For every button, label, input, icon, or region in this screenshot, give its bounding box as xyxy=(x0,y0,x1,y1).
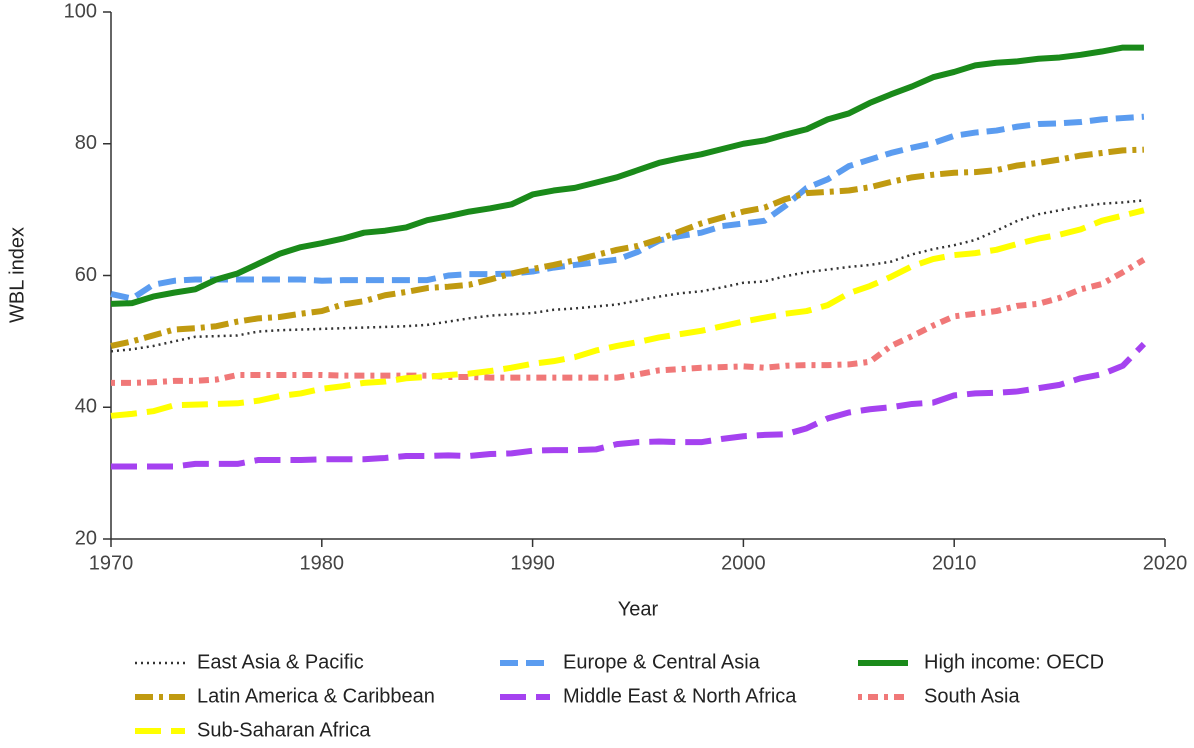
x-tick-label: 1970 xyxy=(89,552,134,574)
series-line xyxy=(110,207,1145,419)
y-tick-label: 60 xyxy=(75,264,97,286)
series-line xyxy=(110,113,1145,302)
legend-label: Middle East & North Africa xyxy=(563,685,797,707)
legend-label: Europe & Central Asia xyxy=(563,651,761,673)
legend-label: Sub-Saharan Africa xyxy=(197,719,371,741)
series-line xyxy=(110,199,1145,353)
series-line xyxy=(110,44,1144,307)
y-tick-label: 80 xyxy=(75,132,97,154)
legend-label: South Asia xyxy=(924,685,1021,707)
y-tick-label: 20 xyxy=(75,527,97,549)
x-tick-label: 2000 xyxy=(721,552,766,574)
y-tick-label: 100 xyxy=(64,0,97,22)
legend-label: Latin America & Caribbean xyxy=(197,685,435,707)
legend-label: East Asia & Pacific xyxy=(197,651,364,673)
series-line xyxy=(111,341,1147,470)
series-line xyxy=(110,146,1145,349)
x-tick-label: 1980 xyxy=(300,552,345,574)
y-axis-title: WBL index xyxy=(6,227,28,323)
series-line xyxy=(111,257,1146,386)
y-tick-label: 40 xyxy=(75,396,97,418)
legend-label: High income: OECD xyxy=(924,651,1104,673)
x-axis-title: Year xyxy=(618,598,659,620)
x-tick-label: 2020 xyxy=(1143,552,1188,574)
x-tick-label: 2010 xyxy=(932,552,977,574)
x-tick-label: 1990 xyxy=(510,552,555,574)
